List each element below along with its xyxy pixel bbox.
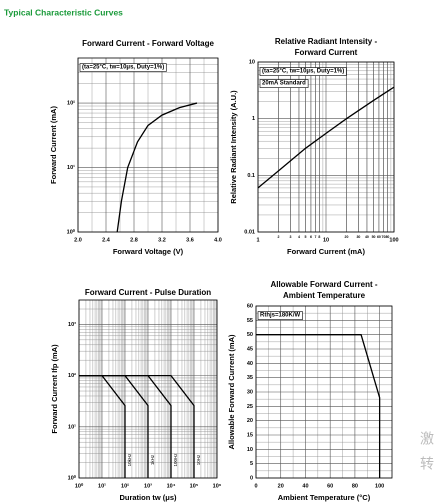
x-axis-label: Ambient Temperature (°C) bbox=[278, 493, 371, 502]
x-tick-label: 10⁶ bbox=[213, 483, 222, 489]
chart-title: Relative Radiant Intensity - bbox=[275, 37, 378, 46]
y-tick-label: 10² bbox=[67, 100, 75, 107]
chart-title: Forward Current - Pulse Duration bbox=[85, 288, 211, 297]
x-tick-label: 30 bbox=[356, 235, 360, 239]
x-axis-label: Duration tw (μs) bbox=[119, 493, 177, 502]
annotation: Rthjs=180K/W bbox=[260, 313, 301, 319]
x-tick-label: 6 bbox=[310, 235, 312, 239]
x-tick-label: 2.4 bbox=[102, 237, 111, 243]
y-tick-label: 0 bbox=[250, 475, 253, 481]
x-tick-label: 50 bbox=[372, 235, 376, 239]
y-tick-label: 10³ bbox=[68, 321, 76, 328]
y-axis-label: Forward Current (mA) bbox=[49, 106, 58, 184]
series-line bbox=[256, 334, 381, 478]
series-line bbox=[257, 86, 395, 189]
x-tick-label: 10⁴ bbox=[167, 483, 176, 489]
x-tick-label: 40 bbox=[302, 483, 308, 489]
series-label: 1kHz bbox=[150, 454, 155, 465]
y-tick-label: 10² bbox=[68, 372, 76, 379]
y-tick-label: 10⁰ bbox=[67, 228, 76, 235]
series-label: 10Hz bbox=[196, 454, 201, 465]
series-line bbox=[116, 102, 198, 233]
y-tick-label: 5 bbox=[250, 461, 253, 467]
x-tick-label: 80 bbox=[352, 483, 358, 489]
x-tick-label: 3 bbox=[289, 235, 291, 239]
x-tick-label: 100 bbox=[389, 237, 398, 243]
y-tick-label: 40 bbox=[247, 361, 253, 367]
chart-title: Forward Current - Forward Voltage bbox=[82, 39, 214, 48]
annotation: (ta=25°C, tw=10μs, Duty=1%) bbox=[82, 65, 164, 71]
watermark: 转 bbox=[420, 456, 434, 472]
x-tick-label: 0 bbox=[254, 483, 257, 489]
y-tick-label: 30 bbox=[247, 389, 253, 395]
x-tick-label: 3.6 bbox=[186, 237, 194, 243]
y-tick-label: 60 bbox=[247, 303, 253, 309]
y-tick-label: 45 bbox=[247, 346, 253, 352]
x-tick-label: 100 bbox=[375, 483, 384, 489]
series-line bbox=[79, 374, 195, 478]
plot-frame bbox=[77, 57, 219, 233]
x-tick-label: 20 bbox=[345, 235, 349, 239]
x-tick-label: 2.8 bbox=[130, 237, 138, 243]
x-tick-label: 70 bbox=[382, 235, 386, 239]
y-tick-label: 10¹ bbox=[68, 423, 76, 430]
y-tick-label: 1 bbox=[252, 116, 255, 122]
x-tick-label: 7 bbox=[314, 235, 316, 239]
series-label: 10kHz bbox=[127, 453, 132, 467]
x-tick-label: 40 bbox=[365, 235, 369, 239]
series-label: 100Hz bbox=[173, 453, 178, 467]
annotation: (ta=25°C, tw=10μs, Duty=1%) bbox=[262, 69, 344, 75]
y-tick-label: 10 bbox=[249, 59, 255, 65]
x-tick-label: 4 bbox=[298, 235, 300, 239]
y-tick-label: 10¹ bbox=[67, 164, 75, 171]
x-tick-label: 80 bbox=[385, 235, 389, 239]
x-tick-label: 60 bbox=[327, 483, 333, 489]
annotation-box bbox=[257, 311, 303, 320]
x-tick-label: 8 bbox=[318, 235, 320, 239]
plot-frame bbox=[255, 305, 393, 479]
x-tick-label: 4.0 bbox=[214, 237, 222, 243]
x-tick-label: 2 bbox=[277, 235, 279, 239]
x-tick-label: 10³ bbox=[144, 482, 152, 489]
header: Typical Characteristic Curves bbox=[4, 7, 123, 17]
x-tick-label: 10 bbox=[323, 237, 329, 243]
annotation-box bbox=[79, 63, 167, 72]
chart-title: Forward Current bbox=[295, 48, 358, 57]
annotation-box bbox=[259, 67, 347, 76]
y-tick-label: 0.01 bbox=[244, 229, 255, 235]
x-tick-label: 1 bbox=[256, 237, 259, 243]
x-tick-label: 10² bbox=[121, 482, 129, 489]
x-tick-label: 10¹ bbox=[98, 482, 106, 489]
y-tick-label: 50 bbox=[247, 332, 253, 338]
y-tick-label: 35 bbox=[247, 375, 253, 381]
watermark: 激 bbox=[420, 431, 434, 447]
annotation-box bbox=[259, 79, 309, 88]
y-tick-label: 15 bbox=[247, 432, 253, 438]
y-axis-label: Forward Current Ifp (mA) bbox=[50, 344, 59, 434]
chart-title: Ambient Temperature bbox=[283, 291, 366, 300]
y-tick-label: 10⁰ bbox=[68, 474, 77, 481]
x-tick-label: 5 bbox=[305, 235, 307, 239]
x-tick-label: 3.2 bbox=[158, 237, 166, 243]
y-tick-label: 25 bbox=[247, 404, 253, 410]
annotation: 20mA Standard bbox=[262, 81, 306, 87]
x-tick-label: 2.0 bbox=[74, 237, 82, 243]
x-axis-label: Forward Current (mA) bbox=[287, 247, 365, 256]
y-tick-label: 20 bbox=[247, 418, 253, 424]
y-tick-label: 55 bbox=[247, 318, 253, 324]
y-axis-label: Allowable Forward Current (mA) bbox=[227, 334, 236, 450]
y-axis-label: Relative Radiant Intensity (A.U.) bbox=[229, 90, 238, 204]
x-tick-label: 10⁰ bbox=[75, 482, 84, 489]
chart-title: Allowable Forward Current - bbox=[270, 280, 377, 289]
y-tick-label: 0.1 bbox=[247, 173, 255, 179]
x-tick-label: 60 bbox=[377, 235, 381, 239]
y-tick-label: 10 bbox=[247, 447, 253, 453]
x-tick-label: 10⁵ bbox=[190, 483, 199, 489]
x-tick-label: 20 bbox=[278, 483, 284, 489]
plot-frame bbox=[257, 61, 395, 233]
x-axis-label: Forward Voltage (V) bbox=[113, 247, 184, 256]
